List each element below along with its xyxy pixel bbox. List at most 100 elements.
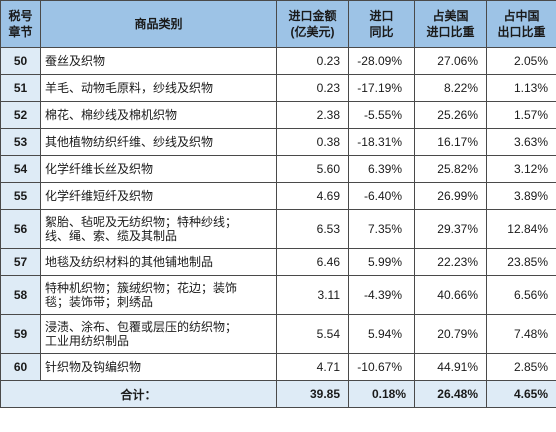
row-code: 58	[0, 275, 41, 315]
row-category: 针织物及钩编织物	[40, 353, 277, 381]
row-category: 蚕丝及织物	[40, 47, 277, 75]
header-import-value: 进口金额 (亿美元)	[276, 0, 349, 48]
row-category-line: 絮胎、毡呢及无纺织物；特种纱线；	[45, 215, 238, 229]
total-row: 合计： 39.85 0.18% 26.48% 4.65%	[0, 380, 556, 408]
row-us-share: 29.37%	[414, 209, 487, 249]
row-yoy: -5.55%	[348, 101, 415, 129]
row-cn-share: 3.89%	[486, 182, 556, 210]
row-yoy: -17.19%	[348, 74, 415, 102]
row-code: 53	[0, 128, 41, 156]
table-row: 57 地毯及纺织材料的其他铺地制品 6.46 5.99% 22.23% 23.85%	[0, 248, 556, 276]
row-cn-share: 12.84%	[486, 209, 556, 249]
row-import-value: 0.23	[276, 47, 349, 75]
row-cn-share: 3.12%	[486, 155, 556, 183]
table-row: 50 蚕丝及织物 0.23 -28.09% 27.06% 2.05%	[0, 47, 556, 75]
row-us-share: 44.91%	[414, 353, 487, 381]
row-us-share: 20.79%	[414, 314, 487, 354]
table-row: 55 化学纤维短纤及织物 4.69 -6.40% 26.99% 3.89%	[0, 182, 556, 210]
row-category-line: 蚕丝及织物	[45, 54, 106, 68]
row-category-line: 特种机织物；簇绒织物；花边；装饰	[45, 281, 238, 295]
total-value: 39.85	[276, 380, 349, 408]
table-row: 53 其他植物纺织纤维、纱线及织物 0.38 -18.31% 16.17% 3.63%	[0, 128, 556, 156]
row-import-value: 5.54	[276, 314, 349, 354]
row-yoy: -4.39%	[348, 275, 415, 315]
row-code: 50	[0, 47, 41, 75]
row-category-line: 其他植物纺织纤维、纱线及织物	[45, 135, 214, 149]
row-cn-share: 3.63%	[486, 128, 556, 156]
row-yoy: 5.94%	[348, 314, 415, 354]
row-code: 52	[0, 101, 41, 129]
row-cn-share: 7.48%	[486, 314, 556, 354]
row-yoy: -6.40%	[348, 182, 415, 210]
row-category: 化学纤维短纤及织物	[40, 182, 277, 210]
row-code: 56	[0, 209, 41, 249]
row-import-value: 0.38	[276, 128, 349, 156]
total-cn-share: 4.65%	[486, 380, 556, 408]
header-code: 税号 章节	[0, 0, 41, 48]
table-row: 60 针织物及钩编织物 4.71 -10.67% 44.91% 2.85%	[0, 353, 556, 381]
table-row: 52 棉花、棉纱线及棉机织物 2.38 -5.55% 25.26% 1.57%	[0, 101, 556, 129]
row-category-line: 线、绳、索、缆及其制品	[45, 229, 178, 243]
row-import-value: 4.71	[276, 353, 349, 381]
header-yoy: 进口 同比	[348, 0, 415, 48]
row-yoy: -28.09%	[348, 47, 415, 75]
row-import-value: 4.69	[276, 182, 349, 210]
row-us-share: 26.99%	[414, 182, 487, 210]
row-yoy: -18.31%	[348, 128, 415, 156]
row-category-line: 浸渍、涂布、包覆或层压的纺织物；	[45, 320, 238, 334]
row-category-line: 棉花、棉纱线及棉机织物	[45, 108, 178, 122]
row-category-line: 地毯及纺织材料的其他铺地制品	[45, 255, 214, 269]
row-us-share: 8.22%	[414, 74, 487, 102]
row-import-value: 6.46	[276, 248, 349, 276]
row-cn-share: 2.05%	[486, 47, 556, 75]
total-yoy: 0.18%	[348, 380, 415, 408]
row-code: 55	[0, 182, 41, 210]
row-code: 59	[0, 314, 41, 354]
table-row: 56 絮胎、毡呢及无纺织物；特种纱线； 线、绳、索、缆及其制品 6.53 7.35% 29…	[0, 209, 556, 249]
row-import-value: 5.60	[276, 155, 349, 183]
row-code: 51	[0, 74, 41, 102]
row-category-line: 针织物及钩编织物	[45, 360, 142, 374]
header-row: 税号 章节 商品类别 进口金额 (亿美元) 进口 同比 占美国 进口比重 占中国 出口比重	[0, 0, 556, 48]
row-category-line: 工业用纺织制品	[45, 334, 130, 348]
row-us-share: 16.17%	[414, 128, 487, 156]
row-code: 60	[0, 353, 41, 381]
row-cn-share: 2.85%	[486, 353, 556, 381]
row-category: 浸渍、涂布、包覆或层压的纺织物； 工业用纺织制品	[40, 314, 277, 354]
header-us-share: 占美国 进口比重	[414, 0, 487, 48]
row-us-share: 27.06%	[414, 47, 487, 75]
row-category: 羊毛、动物毛原料，纱线及织物	[40, 74, 277, 102]
row-us-share: 22.23%	[414, 248, 487, 276]
total-label: 合计：	[0, 380, 277, 408]
row-category: 化学纤维长丝及织物	[40, 155, 277, 183]
row-category: 地毯及纺织材料的其他铺地制品	[40, 248, 277, 276]
row-import-value: 3.11	[276, 275, 349, 315]
row-yoy: 6.39%	[348, 155, 415, 183]
row-code: 54	[0, 155, 41, 183]
row-yoy: 7.35%	[348, 209, 415, 249]
row-import-value: 0.23	[276, 74, 349, 102]
header-category: 商品类别	[40, 0, 277, 48]
row-cn-share: 1.57%	[486, 101, 556, 129]
row-code: 57	[0, 248, 41, 276]
table-row: 59 浸渍、涂布、包覆或层压的纺织物； 工业用纺织制品 5.54 5.94% 20.79%…	[0, 314, 556, 354]
table-row: 54 化学纤维长丝及织物 5.60 6.39% 25.82% 3.12%	[0, 155, 556, 183]
row-cn-share: 23.85%	[486, 248, 556, 276]
row-category-line: 化学纤维长丝及织物	[45, 162, 154, 176]
row-category-line: 羊毛、动物毛原料，纱线及织物	[45, 81, 214, 95]
table-row: 58 特种机织物；簇绒织物；花边；装饰 毯；装饰带；刺绣品 3.11 -4.39% 40.…	[0, 275, 556, 315]
row-category: 棉花、棉纱线及棉机织物	[40, 101, 277, 129]
table-row: 51 羊毛、动物毛原料，纱线及织物 0.23 -17.19% 8.22% 1.13%	[0, 74, 556, 102]
row-category-line: 毯；装饰带；刺绣品	[45, 295, 154, 309]
row-us-share: 40.66%	[414, 275, 487, 315]
row-import-value: 2.38	[276, 101, 349, 129]
total-us-share: 26.48%	[414, 380, 487, 408]
row-yoy: -10.67%	[348, 353, 415, 381]
row-us-share: 25.26%	[414, 101, 487, 129]
row-category: 絮胎、毡呢及无纺织物；特种纱线； 线、绳、索、缆及其制品	[40, 209, 277, 249]
header-cn-share: 占中国 出口比重	[486, 0, 556, 48]
row-us-share: 25.82%	[414, 155, 487, 183]
row-category: 其他植物纺织纤维、纱线及织物	[40, 128, 277, 156]
row-cn-share: 1.13%	[486, 74, 556, 102]
row-cn-share: 6.56%	[486, 275, 556, 315]
